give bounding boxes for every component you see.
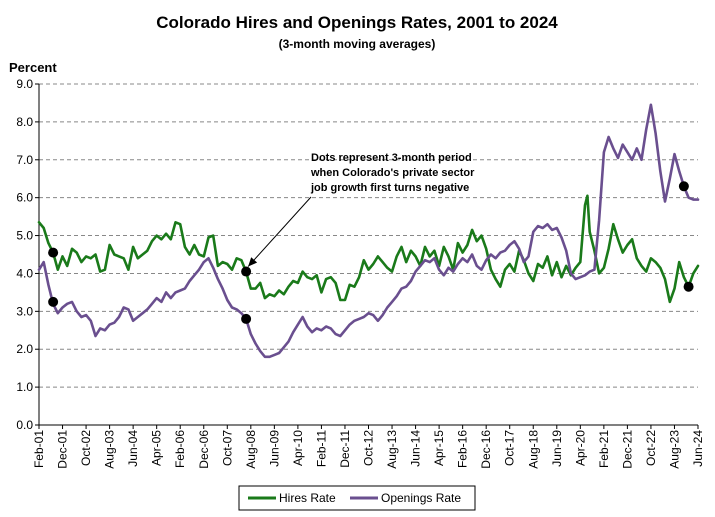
x-tick-label: Dec-01 [56,430,70,469]
y-tick-label: 6.0 [16,191,33,205]
axes [38,84,698,426]
y-tick-label: 4.0 [16,266,33,280]
y-axis-ticks: 0.0 1.0 2.0 3.0 4.0 5.0 6.0 7.0 8.0 9.0 [16,77,39,432]
x-tick-label: Aug-08 [244,430,258,469]
y-axis-label: Percent [9,60,57,75]
x-tick-label: Aug-13 [385,430,399,469]
negative-growth-dot [241,313,252,324]
x-tick-label: Aug-03 [103,430,117,469]
legend-label-hires: Hires Rate [279,491,336,505]
dot-markers [48,181,694,324]
hires-rate-line [37,194,700,304]
x-tick-label: Oct-17 [503,430,517,466]
x-axis-ticks: Feb-01 Dec-01 Oct-02 Aug-03 Jun-04 Apr-05 Feb-… [32,425,705,469]
x-tick-label: Dec-06 [197,430,211,469]
negative-growth-dot [48,247,59,258]
x-tick-label: Feb-11 [314,430,328,467]
y-tick-label: 5.0 [16,229,33,243]
x-tick-label: Jun-04 [126,430,140,467]
y-tick-label: 1.0 [16,380,33,394]
y-tick-label: 8.0 [16,115,33,129]
annotation: Dots represent 3-month period when Color… [247,152,475,267]
x-tick-label: Jun-14 [409,430,423,467]
chart-title: Colorado Hires and Openings Rates, 2001 … [156,13,558,32]
x-tick-label: Oct-07 [220,430,234,466]
x-tick-label: Dec-21 [620,430,634,469]
x-tick-label: Apr-10 [291,430,305,466]
negative-growth-dot [678,181,689,192]
y-tick-label: 7.0 [16,153,33,167]
x-tick-label: Oct-02 [79,430,93,466]
x-tick-label: Apr-15 [432,430,446,466]
annotation-line-1: Dots represent 3-month period [311,152,472,164]
gridlines [39,83,698,388]
negative-growth-dot [683,281,694,292]
x-tick-label: Jun-24 [691,430,705,467]
y-tick-label: 9.0 [16,77,33,91]
x-tick-label: Oct-22 [644,430,658,466]
x-tick-label: Feb-21 [597,430,611,468]
x-tick-label: Apr-05 [150,430,164,466]
chart-subtitle: (3-month moving averages) [279,37,436,51]
x-tick-label: Apr-20 [573,430,587,466]
y-tick-label: 0.0 [16,418,33,432]
x-tick-label: Feb-06 [173,430,187,468]
x-tick-label: Aug-23 [667,430,681,469]
y-tick-label: 2.0 [16,342,33,356]
annotation-arrow [247,196,312,267]
y-tick-label: 3.0 [16,304,33,318]
x-tick-label: Oct-12 [362,430,376,466]
legend: Hires Rate Openings Rate [238,485,476,511]
negative-growth-dot [241,266,252,277]
annotation-arrowhead [248,257,258,267]
x-tick-label: Jun-09 [267,430,281,467]
x-tick-label: Aug-18 [526,430,540,469]
negative-growth-dot [48,296,59,307]
x-tick-label: Dec-16 [479,430,493,469]
x-tick-label: Dec-11 [338,430,352,468]
annotation-line-3: job growth first turns negative [310,182,469,194]
openings-rate-line [37,103,700,359]
x-tick-label: Jun-19 [550,430,564,467]
x-tick-label: Feb-01 [32,430,46,468]
annotation-line-2: when Colorado's private sector [310,167,475,179]
x-tick-label: Feb-16 [456,430,470,468]
legend-label-openings: Openings Rate [381,491,461,505]
series-lines [37,103,700,359]
